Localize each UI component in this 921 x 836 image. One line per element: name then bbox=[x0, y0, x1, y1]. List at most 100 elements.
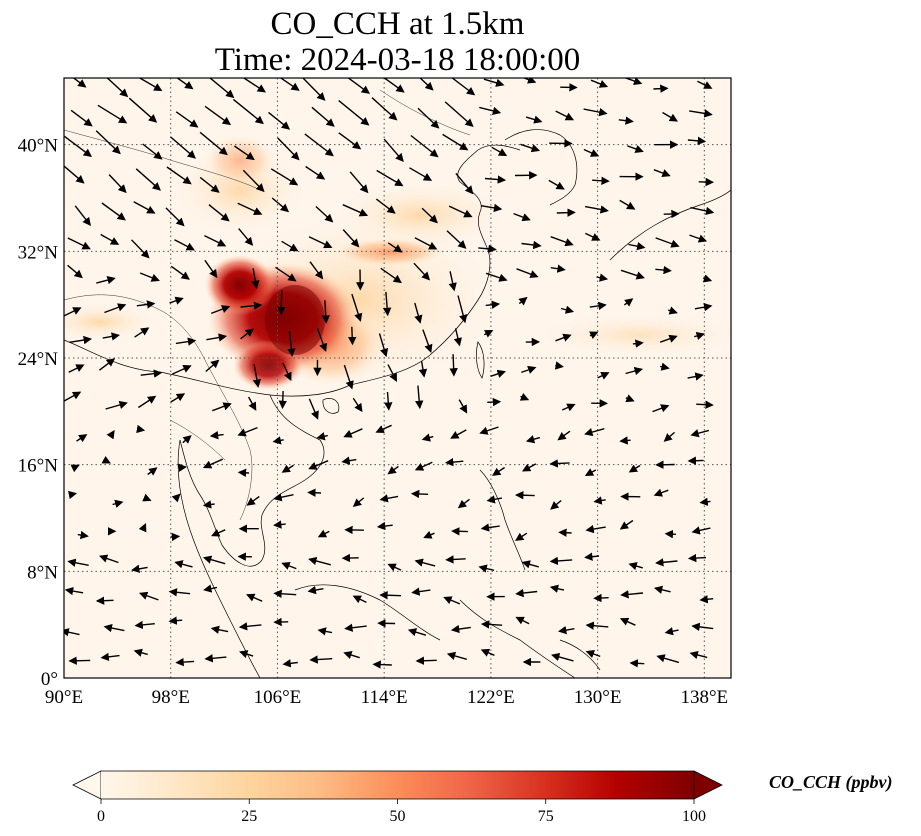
wind-arrow bbox=[628, 562, 643, 571]
wind-arrow bbox=[212, 402, 232, 412]
longitude-tick-label: 122°E bbox=[467, 687, 515, 708]
wind-arrow bbox=[105, 400, 128, 410]
wind-arrow bbox=[308, 398, 319, 420]
wind-arrow bbox=[209, 431, 224, 440]
wind-arrow bbox=[483, 330, 494, 338]
colorbar: 0 25 50 75 100 CO_CCH (ppbv) bbox=[72, 770, 893, 825]
wind-arrow bbox=[378, 333, 389, 358]
wind-arrow bbox=[100, 233, 120, 245]
wind-arrow bbox=[491, 146, 508, 157]
wind-arrow bbox=[203, 584, 218, 593]
wind-arrow bbox=[549, 556, 573, 566]
wind-arrow bbox=[316, 327, 328, 353]
wind-arrow bbox=[555, 333, 572, 342]
wind-arrow bbox=[521, 560, 539, 569]
longitude-tick-label: 138°E bbox=[680, 687, 728, 708]
wind-arrow bbox=[131, 564, 148, 573]
wind-arrow bbox=[525, 115, 543, 124]
wind-arrow bbox=[106, 430, 115, 440]
wind-arrow bbox=[521, 240, 542, 250]
wind-arrow bbox=[372, 660, 392, 669]
wind-arrow bbox=[64, 165, 85, 184]
wind-arrow bbox=[619, 436, 631, 445]
wind-arrow bbox=[64, 135, 93, 158]
wind-arrow bbox=[689, 650, 708, 660]
wind-arrow bbox=[130, 239, 150, 259]
wind-arrow bbox=[174, 560, 193, 569]
wind-arrow bbox=[95, 596, 114, 605]
wind-arrow bbox=[351, 293, 363, 322]
wind-arrow bbox=[204, 234, 227, 247]
latitude-tick-labels: 0° 8°N 16°N 24°N 32°N 40°N bbox=[18, 136, 59, 690]
wind-arrow bbox=[240, 301, 263, 310]
wind-arrow bbox=[268, 111, 291, 130]
wind-arrow bbox=[556, 208, 576, 217]
wind-arrow bbox=[375, 424, 392, 433]
wind-arrow bbox=[101, 202, 126, 221]
wind-arrow bbox=[480, 620, 503, 629]
wind-arrow bbox=[659, 334, 678, 343]
wind-arrow bbox=[170, 265, 190, 280]
wind-arrow bbox=[379, 591, 402, 600]
wind-arrow bbox=[652, 404, 670, 413]
wind-arrow bbox=[478, 564, 495, 573]
wind-arrow bbox=[128, 97, 158, 123]
latitude-tick-label: 0° bbox=[41, 669, 58, 690]
wind-arrow bbox=[271, 197, 290, 213]
colorbar-gradient bbox=[101, 771, 694, 799]
longitude-tick-label: 114°E bbox=[361, 687, 408, 708]
wind-arrow bbox=[343, 651, 360, 660]
wind-arrow bbox=[344, 623, 367, 632]
wind-arrow bbox=[338, 132, 362, 150]
wind-arrow bbox=[347, 78, 371, 94]
wind-arrow bbox=[699, 497, 711, 506]
wind-arrow bbox=[660, 362, 670, 371]
wind-arrow bbox=[97, 104, 128, 124]
wind-arrow bbox=[170, 532, 181, 542]
wind-arrow bbox=[281, 240, 299, 252]
wind-arrow bbox=[449, 354, 458, 377]
wind-arrow bbox=[273, 589, 297, 598]
wind-arrow bbox=[95, 130, 121, 155]
wind-arrow bbox=[548, 179, 565, 190]
wind-arrow bbox=[421, 433, 434, 442]
wind-arrow bbox=[480, 648, 495, 657]
wind-arrow bbox=[549, 584, 565, 593]
wind-arrow bbox=[202, 555, 226, 565]
wind-arrow bbox=[199, 131, 228, 156]
wind-arrow bbox=[410, 134, 439, 158]
wind-arrow bbox=[627, 145, 644, 153]
colorbar-tick-label: 75 bbox=[538, 808, 554, 825]
wind-arrow bbox=[169, 296, 184, 305]
wind-arrow bbox=[242, 78, 266, 93]
wind-arrow bbox=[383, 78, 405, 93]
wind-arrow bbox=[483, 78, 505, 87]
wind-arrow bbox=[204, 654, 227, 663]
wind-arrow bbox=[653, 585, 671, 594]
latitude-tick-label: 32°N bbox=[18, 242, 59, 263]
wind-arrow bbox=[450, 429, 467, 439]
wind-arrow bbox=[702, 274, 713, 283]
wind-arrow bbox=[451, 527, 468, 536]
wind-arrow bbox=[557, 430, 571, 441]
colorbar-max-extend bbox=[693, 770, 723, 800]
wind-arrow bbox=[277, 137, 300, 161]
wind-arrow bbox=[246, 593, 263, 602]
wind-arrow bbox=[518, 296, 528, 306]
wind-arrow bbox=[584, 468, 597, 476]
wind-arrow bbox=[480, 203, 503, 213]
wind-arrow bbox=[689, 109, 713, 118]
wind-arrow bbox=[172, 365, 192, 375]
wind-arrow bbox=[694, 303, 713, 312]
longitude-tick-labels: 90°E 98°E 106°E 114°E 122°E 130°E 138°E bbox=[45, 687, 728, 708]
wind-arrow bbox=[309, 655, 333, 664]
wind-arrow bbox=[690, 206, 715, 216]
wind-arrow bbox=[690, 429, 710, 438]
wind-arrow bbox=[444, 101, 474, 128]
wind-arrow bbox=[558, 625, 575, 635]
wind-arrow bbox=[521, 365, 537, 374]
wind-arrow bbox=[208, 204, 230, 222]
wind-arrow bbox=[585, 232, 601, 241]
wind-arrow bbox=[308, 460, 329, 470]
wind-arrow bbox=[317, 627, 333, 636]
